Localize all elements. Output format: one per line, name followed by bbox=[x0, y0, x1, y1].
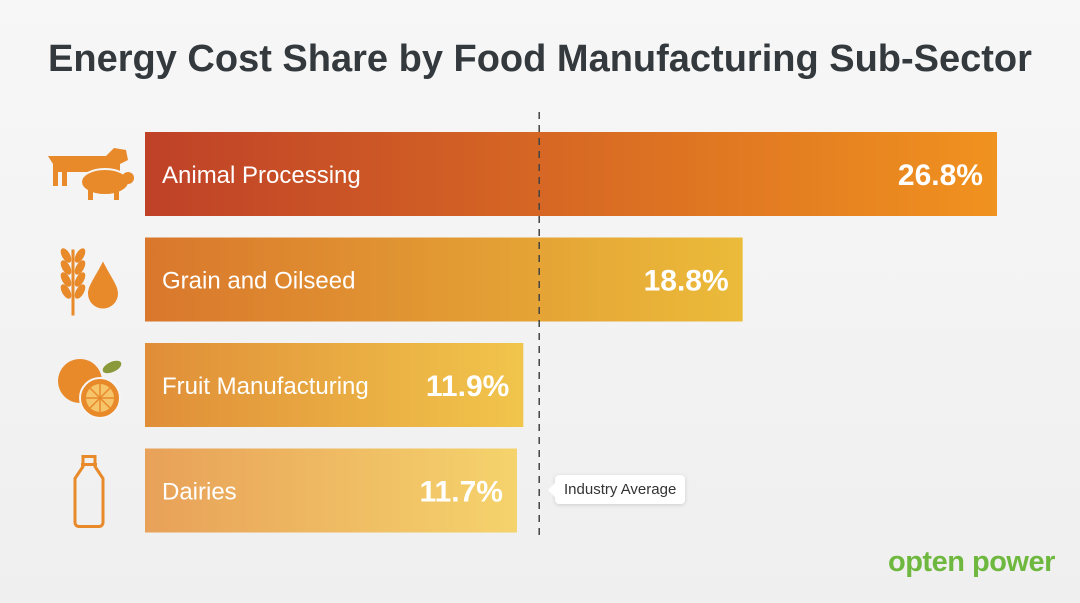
category-label: Animal Processing bbox=[162, 162, 361, 189]
chart-title: Energy Cost Share by Food Manufacturing … bbox=[48, 38, 1032, 80]
milk-bottle-icon bbox=[73, 455, 105, 528]
category-label: Grain and Oilseed bbox=[162, 268, 355, 295]
data-label: 11.9% bbox=[426, 370, 509, 403]
bar-dairies bbox=[145, 448, 517, 533]
data-label: 18.8% bbox=[644, 265, 729, 298]
wheat-oil-drop-icon bbox=[60, 248, 118, 316]
industry-average-label: Industry Average bbox=[547, 475, 686, 504]
data-label: 11.7% bbox=[420, 476, 503, 509]
category-label: Fruit Manufacturing bbox=[162, 373, 369, 400]
category-label: Dairies bbox=[162, 479, 237, 506]
data-label: 26.8% bbox=[898, 159, 983, 192]
bar-fruit-manufacturing bbox=[145, 343, 524, 427]
orange-fruit-icon bbox=[58, 359, 122, 419]
bar-animal-processing bbox=[145, 132, 997, 216]
opten-power-logo: opten power bbox=[888, 546, 1055, 578]
bar-grain-and-oilseed bbox=[145, 237, 743, 322]
cow-pig-icon bbox=[48, 148, 134, 200]
